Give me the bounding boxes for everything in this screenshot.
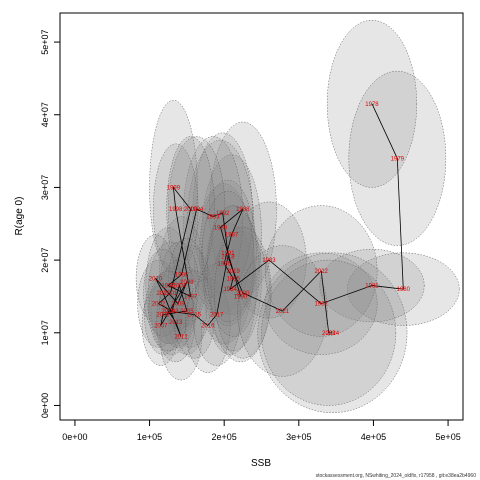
year-label-2009: 2009 (171, 302, 185, 308)
year-label-2001: 2001 (164, 291, 178, 297)
y-axis-label: R(age 0) (14, 197, 25, 236)
year-label-1997: 1997 (184, 294, 198, 300)
year-label-2008: 2008 (180, 280, 194, 286)
year-label-2007: 2007 (154, 324, 168, 330)
year-label-1992: 1992 (216, 211, 230, 217)
y-tick-label-5: 5e+07 (40, 29, 50, 54)
year-label-2024: 2024 (326, 331, 340, 337)
x-tick-label-3: 3e+05 (286, 432, 311, 442)
year-label-2020: 2020 (236, 291, 250, 297)
footer-credit: stockassessment.org, NSwhiting_2024_oldf… (316, 473, 477, 479)
year-label-1986: 1986 (218, 262, 232, 268)
year-label-1990: 1990 (234, 294, 248, 300)
year-label-1989: 1989 (214, 225, 228, 231)
y-tick-label-4: 4e+07 (40, 102, 50, 127)
year-label-2014: 2014 (162, 309, 176, 315)
year-label-2000: 2000 (184, 207, 198, 213)
x-tick-label-1: 1e+05 (137, 432, 162, 442)
year-labels: 1978 1979 1980 1981 1982 1983 1984 1985 1986 1987… (149, 102, 411, 341)
year-label-2002: 2002 (152, 302, 166, 308)
ellipse-1990 (210, 230, 271, 363)
year-label-2004: 2004 (173, 284, 187, 290)
year-label-1985: 1985 (226, 276, 240, 282)
year-label-2017: 2017 (210, 313, 224, 319)
year-label-1996: 1996 (162, 284, 176, 290)
x-tick-label-4: 4e+05 (361, 432, 386, 442)
year-label-2011: 2011 (157, 291, 171, 297)
year-label-1979: 1979 (391, 156, 405, 162)
year-label-1980: 1980 (397, 287, 411, 293)
y-tick-label-1: 1e+07 (40, 320, 50, 345)
x-tick-label-5: 5e+05 (435, 432, 460, 442)
year-label-2018: 2018 (221, 254, 235, 260)
trajectory-line (155, 103, 404, 337)
y-axis: 0e+00 1e+07 2e+07 3e+07 4e+07 5e+07 (40, 29, 61, 418)
year-label-2010: 2010 (149, 276, 163, 282)
confidence-ellipses (135, 20, 460, 413)
y-tick-label-2: 2e+07 (40, 247, 50, 272)
year-label-2016: 2016 (201, 324, 215, 330)
year-label-1984: 1984 (223, 287, 237, 293)
year-label-2005: 2005 (180, 309, 194, 315)
year-label-2022: 2022 (315, 269, 329, 275)
year-label-1991: 1991 (221, 251, 235, 257)
year-label-1999: 1999 (167, 185, 181, 191)
y-tick-label-0: 0e+00 (40, 393, 50, 418)
year-label-2021: 2021 (276, 309, 290, 315)
year-label-2006: 2006 (156, 313, 170, 319)
year-label-1987: 1987 (225, 233, 239, 239)
year-label-1981: 1981 (365, 284, 379, 290)
year-label-2003: 2003 (165, 309, 179, 315)
x-axis: 0e+00 1e+05 2e+05 3e+05 4e+05 5e+05 (62, 419, 461, 442)
x-axis-label: SSB (251, 458, 271, 469)
year-label-2013: 2013 (169, 320, 183, 326)
year-label-1982: 1982 (315, 302, 329, 308)
year-label-1988: 1988 (236, 207, 250, 213)
year-label-2019: 2019 (226, 269, 240, 275)
x-tick-label-0: 0e+00 (62, 432, 87, 442)
year-label-1983: 1983 (262, 258, 276, 264)
year-label-1994: 1994 (190, 207, 204, 213)
year-label-1993: 1993 (206, 215, 220, 221)
year-label-1998: 1998 (169, 207, 183, 213)
year-label-2015: 2015 (188, 313, 202, 319)
year-label-1978: 1978 (365, 102, 379, 108)
year-label-2012: 2012 (174, 334, 188, 340)
year-label-2023: 2023 (322, 331, 336, 337)
y-tick-label-3: 3e+07 (40, 175, 50, 200)
year-label-1995: 1995 (175, 273, 189, 279)
x-tick-label-2: 2e+05 (212, 432, 237, 442)
